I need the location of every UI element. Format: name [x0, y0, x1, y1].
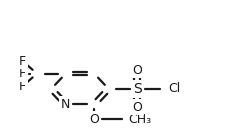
- Text: Cl: Cl: [167, 82, 180, 95]
- Text: N: N: [61, 98, 70, 111]
- Text: CH₃: CH₃: [128, 113, 151, 126]
- Text: O: O: [89, 113, 99, 126]
- Text: F: F: [19, 80, 26, 93]
- Text: O: O: [132, 64, 142, 77]
- Text: F: F: [19, 55, 26, 68]
- Text: F: F: [19, 67, 26, 80]
- Text: S: S: [132, 82, 141, 96]
- Text: O: O: [132, 101, 142, 114]
